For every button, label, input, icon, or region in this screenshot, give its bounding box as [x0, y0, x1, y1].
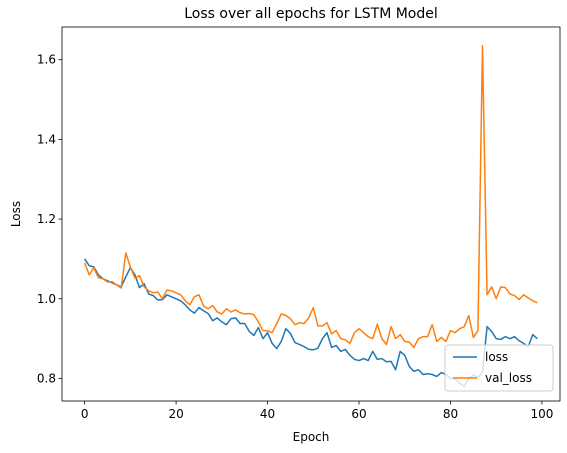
legend: loss val_loss	[444, 344, 554, 392]
y-tick-label: 1.2	[37, 212, 56, 226]
x-axis-label: Epoch	[293, 430, 330, 444]
x-tick-label: 80	[443, 407, 458, 421]
y-tick-label: 1.0	[37, 292, 56, 306]
series-line-val-loss	[83, 44, 538, 349]
y-axis-ticks: 0.8 1.0 1.2 1.4 1.6	[37, 53, 62, 385]
y-axis-label: Loss	[9, 201, 23, 227]
y-tick-label: 1.6	[37, 53, 56, 67]
plot-border	[61, 26, 561, 402]
x-tick-label: 20	[168, 407, 183, 421]
legend-label-loss: loss	[485, 350, 508, 364]
plot-frame	[62, 27, 560, 401]
x-axis-ticks: 0 20 40 60 80 100	[81, 401, 553, 421]
x-tick-label: 0	[81, 407, 89, 421]
x-tick-label: 100	[530, 407, 553, 421]
chart-title: Loss over all epochs for LSTM Model	[184, 6, 438, 22]
y-tick-label: 0.8	[37, 371, 56, 385]
y-tick-label: 1.4	[37, 132, 56, 146]
plot-area	[62, 27, 560, 401]
x-tick-label: 60	[351, 407, 366, 421]
legend-label-val-loss: val_loss	[485, 371, 532, 385]
x-tick-label: 40	[260, 407, 275, 421]
